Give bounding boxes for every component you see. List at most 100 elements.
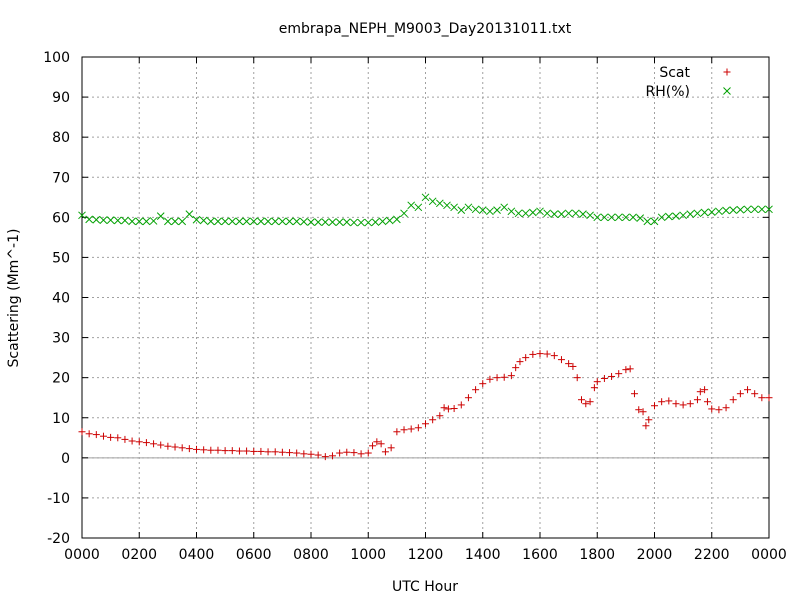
scat-point xyxy=(193,445,200,453)
y-tick-label: 100 xyxy=(43,50,70,66)
rh-point xyxy=(92,215,101,224)
rh-point xyxy=(285,217,294,226)
rh-point xyxy=(178,217,187,226)
y-tick-label: 10 xyxy=(52,411,70,427)
y-tick-label: 90 xyxy=(52,90,70,106)
x-tick-label: 0600 xyxy=(236,547,272,563)
scat-point xyxy=(400,426,408,434)
scat-point xyxy=(293,449,301,457)
scat-point xyxy=(765,394,773,402)
rh-point xyxy=(571,209,580,218)
rh-point xyxy=(249,217,258,226)
legend: Scat RH(%) xyxy=(646,65,731,100)
scat-point xyxy=(529,350,537,358)
scat-point xyxy=(626,365,634,373)
x-tick-label: 0000 xyxy=(751,547,787,563)
y-tick-label: 20 xyxy=(52,371,70,387)
scat-point xyxy=(701,386,709,394)
scat-point xyxy=(630,390,638,398)
rh-point xyxy=(128,217,136,226)
scat-point xyxy=(264,448,272,456)
rh-point xyxy=(521,209,530,218)
scat-point xyxy=(729,396,737,404)
rh-point xyxy=(729,206,738,214)
rh-point xyxy=(557,210,566,218)
scat-point xyxy=(164,442,172,450)
rh-point xyxy=(371,218,380,226)
rh-point xyxy=(664,212,673,221)
rh-point xyxy=(600,213,609,222)
x-tick-label: 1400 xyxy=(465,547,501,563)
rh-point xyxy=(321,218,330,226)
rh-point xyxy=(536,207,544,216)
data-series xyxy=(78,193,773,461)
scat-point xyxy=(696,388,704,396)
x-tick-label: 0200 xyxy=(121,547,157,563)
x-axis-tick-labels: 0000 0200 0400 0600 0800 1000 1200 1400 1600 1800… xyxy=(64,547,787,563)
scat-point xyxy=(387,444,395,452)
chart-title: embrapa_NEPH_M9003_Day20131011.txt xyxy=(279,21,572,37)
rh-point xyxy=(121,216,129,225)
y-tick-label: -10 xyxy=(47,491,70,507)
rh-point xyxy=(650,217,659,226)
rh-point xyxy=(736,205,745,214)
rh-point xyxy=(715,207,723,216)
rh-point xyxy=(579,210,587,218)
legend-label-rh: RH(%) xyxy=(646,84,690,100)
rh-point xyxy=(700,208,709,217)
scat-point xyxy=(92,431,100,439)
scat-point xyxy=(343,448,351,456)
scat-point xyxy=(142,439,150,447)
rh-point xyxy=(113,216,122,225)
rh-point xyxy=(622,213,630,222)
scat-point xyxy=(257,447,265,455)
scat-point xyxy=(708,405,716,413)
scat-point xyxy=(235,447,243,455)
scat-point xyxy=(573,374,581,382)
rh-point xyxy=(686,210,695,218)
x-tick-label: 0400 xyxy=(179,547,215,563)
scat-point xyxy=(543,350,551,358)
scat-point xyxy=(321,453,329,461)
scat-point xyxy=(336,449,344,457)
x-tick-label: 1800 xyxy=(579,547,615,563)
scat-point xyxy=(407,425,415,433)
rh-point xyxy=(242,217,251,226)
y-tick-label: 60 xyxy=(52,210,70,226)
scat-point xyxy=(328,452,336,460)
scat-point xyxy=(565,360,573,368)
scat-point xyxy=(185,445,193,453)
y-tick-label: 30 xyxy=(52,331,70,347)
rh-point xyxy=(156,212,165,220)
scat-point xyxy=(615,370,623,378)
scat-point xyxy=(557,356,565,364)
scat-point xyxy=(457,401,465,409)
rh-point xyxy=(757,205,766,214)
scat-point xyxy=(522,354,530,362)
scat-point xyxy=(369,442,377,450)
rh-point xyxy=(164,217,172,226)
legend-marker-scat xyxy=(723,68,731,76)
rh-point xyxy=(629,213,637,222)
rh-point xyxy=(292,217,301,226)
scat-point xyxy=(422,420,429,428)
rh-point xyxy=(528,208,537,217)
scat-point xyxy=(436,412,444,420)
scat-point xyxy=(393,428,401,436)
scat-point xyxy=(536,350,544,358)
scat-point xyxy=(357,450,365,458)
scat-point xyxy=(286,449,294,457)
rh-point xyxy=(350,218,358,227)
rh-point xyxy=(185,210,194,218)
rh-point xyxy=(414,203,423,212)
rh-point xyxy=(500,203,509,212)
scat-point xyxy=(250,447,258,455)
y-axis-tick-labels: -20 -10 0 10 20 30 40 50 60 70 80 90 100 xyxy=(43,50,70,547)
rh-point xyxy=(271,217,280,226)
rh-point xyxy=(378,217,387,226)
x-tick-label: 0000 xyxy=(64,547,100,563)
legend-symbol xyxy=(723,68,731,76)
scat-point xyxy=(608,372,616,380)
scat-point xyxy=(243,447,251,455)
rh-point xyxy=(478,206,487,214)
